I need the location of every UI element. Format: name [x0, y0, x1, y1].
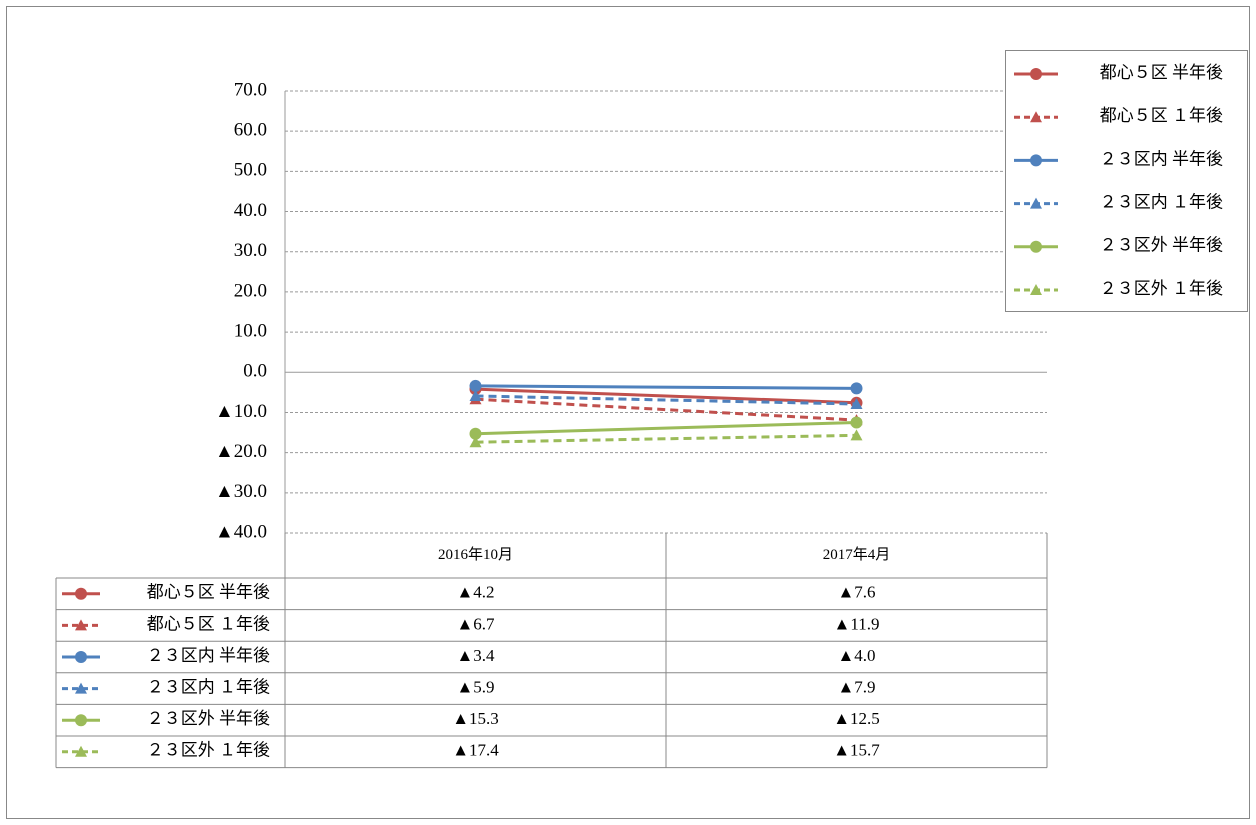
table-value: ▲6.7: [456, 614, 495, 633]
y-tick-label: 40.0: [234, 200, 267, 221]
series-line: [475, 421, 857, 436]
legend-marker: [1030, 68, 1042, 80]
legend-label: ２３区外 １年後: [1100, 279, 1223, 298]
y-tick-label: ▲30.0: [215, 481, 267, 502]
marker: [850, 382, 863, 395]
legend-marker: [75, 745, 87, 757]
series-line: [475, 387, 857, 405]
marker: [850, 429, 863, 441]
table-value: ▲5.9: [456, 678, 494, 697]
table-row-label: ２３区外 １年後: [147, 741, 270, 760]
y-tick-label: 0.0: [243, 361, 267, 382]
y-tick-label: 60.0: [234, 120, 267, 141]
table-value: ▲12.5: [833, 709, 880, 728]
y-tick-label: 50.0: [234, 160, 267, 181]
marker: [850, 398, 863, 410]
y-tick-label: 70.0: [234, 79, 267, 100]
table-value: ▲15.7: [833, 741, 880, 760]
legend-marker: [75, 587, 87, 600]
legend-label: 都心５区 半年後: [1100, 63, 1223, 82]
legend-box: [1005, 50, 1248, 312]
legend-marker: [1030, 284, 1042, 295]
marker: [469, 389, 482, 401]
table-value: ▲15.3: [452, 709, 499, 728]
table-row-label: 都心５区 半年後: [147, 583, 270, 602]
table-value: ▲4.2: [456, 583, 494, 602]
legend-marker: [1030, 197, 1042, 209]
table-value: ▲17.4: [452, 741, 499, 760]
x-tick-label: 2017年4月: [823, 546, 891, 563]
legend-marker: [1030, 111, 1042, 123]
series-line: [475, 433, 857, 444]
legend-label: ２３区内 １年後: [1100, 193, 1223, 212]
table-value: ▲7.6: [837, 583, 875, 602]
legend-label: ２３区内 半年後: [1100, 149, 1223, 168]
marker: [469, 427, 482, 440]
table-value: ▲7.9: [837, 678, 875, 697]
table-row-label: ２３区内 １年後: [147, 678, 270, 697]
y-tick-label: ▲10.0: [215, 401, 267, 422]
series-line: [475, 384, 857, 390]
marker: [850, 416, 863, 429]
marker: [469, 436, 482, 448]
legend-label: ２３区外 半年後: [1100, 236, 1223, 255]
table-row-label: ２３区外 半年後: [147, 709, 270, 728]
legend-marker: [75, 619, 87, 631]
y-tick-label: 30.0: [234, 240, 267, 261]
table-value: ▲4.0: [837, 646, 875, 665]
table-value: ▲3.4: [456, 646, 495, 665]
y-tick-label: 10.0: [234, 320, 267, 341]
legend-marker: [1030, 154, 1042, 167]
table-row-label: 都心５区 １年後: [147, 614, 270, 633]
series-line: [475, 394, 857, 406]
legend-marker: [75, 651, 87, 663]
marker: [469, 379, 482, 392]
table-row-label: ２３区内 半年後: [147, 646, 270, 665]
series-line: [475, 397, 857, 422]
legend-label: 都心５区 １年後: [1100, 106, 1223, 125]
legend-marker: [1030, 240, 1042, 253]
legend-marker: [75, 714, 87, 727]
table-value: ▲11.9: [834, 614, 880, 633]
y-tick-label: ▲20.0: [215, 441, 267, 462]
legend-marker: [75, 682, 87, 694]
x-tick-label: 2016年10月: [438, 546, 513, 563]
y-tick-label: ▲40.0: [215, 521, 267, 542]
y-tick-label: 20.0: [234, 280, 267, 301]
